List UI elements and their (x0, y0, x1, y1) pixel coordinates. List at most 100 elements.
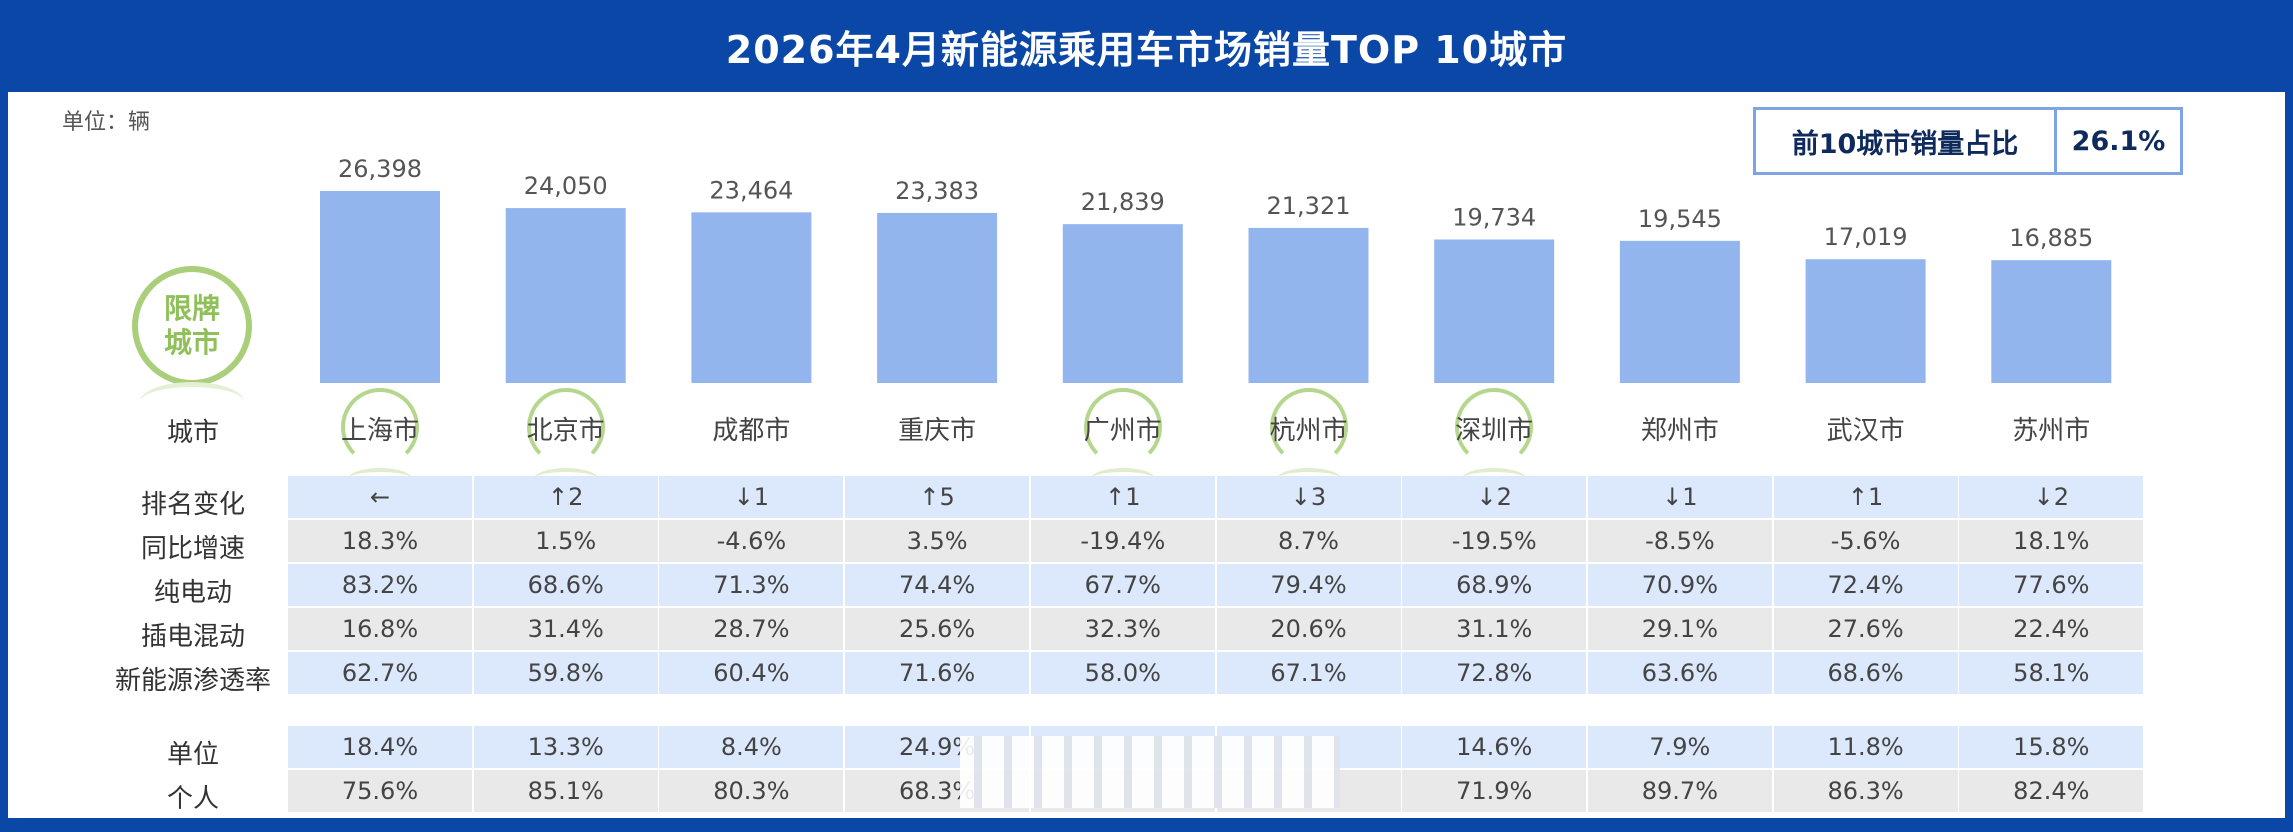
city-label: 苏州市 (2012, 416, 2091, 446)
bar-value-label: 21,839 (1081, 188, 1165, 216)
row-label-yoy: 同比增速 (140, 534, 245, 564)
table-cell-phev: 27.6% (1773, 608, 1958, 650)
ring-reflection (1090, 468, 1155, 490)
table-cell-phev: 31.1% (1402, 608, 1587, 650)
table-cell-personal: 89.7% (1587, 770, 1772, 812)
chart-title: 2026年4月新能源乘用车市场销量TOP 10城市 (725, 27, 1568, 72)
table-cell-penetration: 63.6% (1587, 652, 1772, 694)
row-label-unit: 单位 (166, 740, 219, 770)
restricted-plate-badge: 限牌 城市 (132, 266, 252, 386)
ring-reflection (1462, 468, 1527, 490)
table-cell-phev: 32.3% (1030, 608, 1215, 650)
table-cell-phev: 29.1% (1587, 608, 1772, 650)
table-cell-unit: 14.6% (1402, 726, 1587, 768)
mosaic-overlay (960, 736, 1340, 808)
bar-value-label: 23,383 (895, 177, 979, 205)
table-cell-personal: 75.6% (288, 770, 472, 812)
ring-reflection (533, 468, 598, 490)
table-cell-phev: 25.6% (845, 608, 1030, 650)
table-cell-yoy: 8.7% (1216, 520, 1401, 562)
table-cell-bev: 68.9% (1402, 564, 1587, 606)
table-cell-unit: 8.4% (659, 726, 844, 768)
table-cell-penetration: 58.1% (1959, 652, 2144, 694)
city-label: 深圳市 (1455, 416, 1534, 446)
bar-value-label: 19,545 (1638, 205, 1722, 233)
bar-value-label: 26,398 (338, 155, 422, 183)
table-cell-rank_change: ↑1 (1773, 476, 1958, 518)
table-cell-rank_change: ↓1 (659, 476, 844, 518)
top10-share-value: 26.1% (2071, 125, 2166, 157)
table-cell-phev: 20.6% (1216, 608, 1401, 650)
table-cell-bev: 71.3% (659, 564, 844, 606)
bar-value-label: 16,885 (2009, 224, 2093, 252)
table-cell-rank_change: ↑5 (845, 476, 1030, 518)
restricted-city-ring (1455, 388, 1534, 466)
city-label: 成都市 (712, 416, 791, 446)
table-cell-phev: 31.4% (473, 608, 658, 650)
table-cell-personal: 71.9% (1402, 770, 1587, 812)
table-cell-phev: 16.8% (288, 608, 472, 650)
bar-3 (877, 212, 998, 383)
ring-reflection (1276, 468, 1341, 490)
table-cell-penetration: 60.4% (659, 652, 844, 694)
table-cell-penetration: 68.6% (1773, 652, 1958, 694)
bar-value-label: 23,464 (709, 176, 793, 204)
table-cell-unit: 15.8% (1959, 726, 2144, 768)
badge-reflection (140, 382, 244, 422)
table-cell-penetration: 59.8% (473, 652, 658, 694)
row-label-bev: 纯电动 (153, 578, 232, 608)
row-label-city: 城市 (166, 418, 219, 448)
city-label: 武汉市 (1826, 416, 1905, 446)
city-label: 上海市 (340, 416, 419, 446)
table-cell-bev: 83.2% (288, 564, 472, 606)
bar-0 (320, 191, 440, 383)
bar-6 (1434, 239, 1555, 383)
badge-line1: 限牌 (163, 292, 220, 325)
table-cell-phev: 28.7% (659, 608, 844, 650)
top10-share-box: 前10城市销量占比 26.1% (1753, 107, 2183, 175)
table-cell-yoy: -5.6% (1773, 520, 1958, 562)
table-cell-unit: 13.3% (473, 726, 658, 768)
table-cell-yoy: -19.4% (1030, 520, 1215, 562)
table-cell-bev: 79.4% (1216, 564, 1401, 606)
city-label: 广州市 (1083, 416, 1162, 446)
table-cell-yoy: -8.5% (1587, 520, 1772, 562)
row-label-penetration: 新能源渗透率 (114, 666, 271, 696)
table-cell-yoy: -4.6% (659, 520, 844, 562)
table-cell-bev: 67.7% (1030, 564, 1215, 606)
table-cell-personal: 80.3% (659, 770, 844, 812)
city-label: 杭州市 (1269, 416, 1348, 446)
table-cell-personal: 85.1% (473, 770, 658, 812)
bar-5 (1248, 227, 1369, 383)
table-cell-penetration: 67.1% (1216, 652, 1401, 694)
table-cell-phev: 22.4% (1959, 608, 2144, 650)
city-label: 重庆市 (898, 416, 977, 446)
table-cell-unit: 11.8% (1773, 726, 1958, 768)
table-cell-bev: 68.6% (473, 564, 658, 606)
row-label-personal: 个人 (166, 784, 219, 814)
table-cell-yoy: 18.3% (288, 520, 472, 562)
table-cell-bev: 72.4% (1773, 564, 1958, 606)
table-cell-bev: 77.6% (1959, 564, 2144, 606)
table-cell-bev: 74.4% (845, 564, 1030, 606)
table-cell-bev: 70.9% (1587, 564, 1772, 606)
unit-label: 单位：辆 (62, 110, 151, 135)
bar-value-label: 17,019 (1824, 223, 1908, 251)
table-cell-penetration: 72.8% (1402, 652, 1587, 694)
table-cell-unit: 7.9% (1587, 726, 1772, 768)
restricted-city-ring (341, 388, 419, 466)
table-cell-rank_change: ↓1 (1587, 476, 1772, 518)
badge-line2: 城市 (163, 326, 220, 359)
restricted-city-ring (526, 388, 605, 466)
table-cell-rank_change: ↓2 (1959, 476, 2144, 518)
table-cell-penetration: 58.0% (1030, 652, 1215, 694)
table-cell-personal: 82.4% (1959, 770, 2144, 812)
restricted-city-ring (1083, 388, 1162, 466)
table-cell-personal: 86.3% (1773, 770, 1958, 812)
bar-value-label: 19,734 (1452, 203, 1536, 231)
bar-4 (1062, 224, 1183, 383)
table-cell-penetration: 71.6% (845, 652, 1030, 694)
table-cell-yoy: 3.5% (845, 520, 1030, 562)
